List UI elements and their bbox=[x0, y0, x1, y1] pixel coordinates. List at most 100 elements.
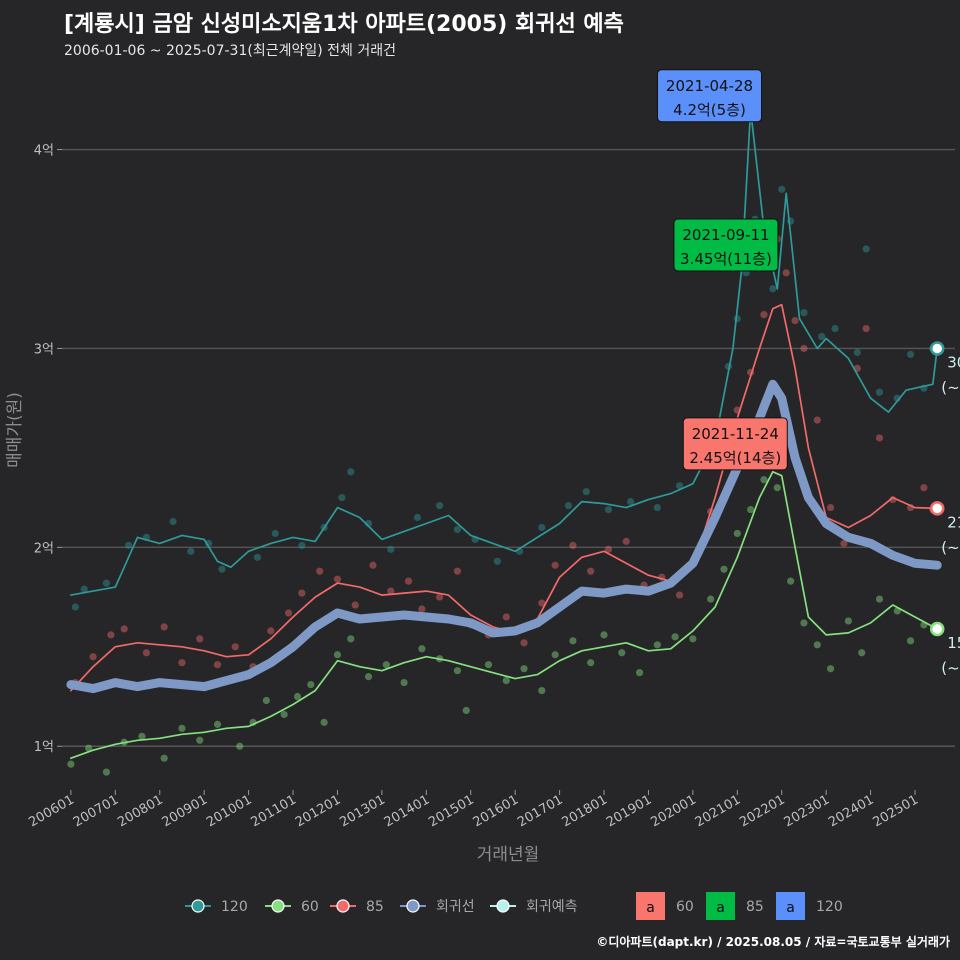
scatter-point bbox=[502, 613, 510, 621]
scatter-point bbox=[707, 595, 715, 603]
scatter-point bbox=[169, 517, 177, 526]
annotation-label: 3.45억(11층) bbox=[680, 250, 772, 268]
annotation-box bbox=[657, 69, 763, 123]
scatter-point bbox=[338, 494, 346, 502]
scatter-point bbox=[671, 633, 679, 641]
legend-marker bbox=[271, 899, 285, 913]
scatter-point bbox=[387, 587, 395, 595]
scatter-point bbox=[453, 567, 462, 575]
scatter-point bbox=[760, 476, 768, 484]
scatter-point bbox=[773, 484, 781, 492]
scatter-point bbox=[653, 503, 661, 512]
scatter-point bbox=[387, 545, 395, 553]
end-point-marker bbox=[929, 501, 945, 516]
legend-box-label: 85 bbox=[746, 899, 764, 915]
scatter-point bbox=[920, 484, 928, 492]
scatter-point bbox=[436, 501, 444, 510]
scatter-point bbox=[551, 651, 559, 659]
chart-title: [계룡시] 금암 신성미소지움1차 아파트(2005) 회귀선 예측 bbox=[64, 12, 624, 37]
scatter-point bbox=[813, 641, 821, 649]
scatter-point bbox=[271, 529, 279, 538]
scatter-point bbox=[142, 649, 151, 657]
scatter-point bbox=[484, 661, 493, 669]
annotation-label: 2.45억(14층) bbox=[689, 449, 781, 467]
scatter-point bbox=[347, 635, 355, 643]
scatter-point bbox=[284, 609, 293, 617]
scatter-point bbox=[782, 269, 790, 277]
scatter-point bbox=[107, 631, 115, 639]
x-tick-label: 201201 bbox=[293, 792, 343, 830]
scatter-point bbox=[791, 317, 799, 325]
scatter-point bbox=[564, 501, 573, 510]
scatter-point bbox=[875, 388, 884, 396]
x-tick-label: 200901 bbox=[160, 792, 210, 830]
scatter-point bbox=[827, 665, 835, 673]
legend-box bbox=[636, 892, 665, 920]
scatter-point bbox=[253, 553, 262, 561]
scatter-point bbox=[298, 589, 306, 597]
credit-text: ©디아파트(dapt.kr) / 2025.08.05 / 자료=국토교통부 실… bbox=[596, 935, 950, 949]
scatter-point bbox=[453, 667, 462, 675]
scatter-point bbox=[493, 557, 501, 565]
end-point-marker bbox=[929, 341, 945, 356]
x-axis-title: 거래년월 bbox=[477, 845, 540, 865]
x-tick-label: 200701 bbox=[71, 792, 121, 830]
scatter-point bbox=[875, 595, 884, 603]
x-tick-label: 201101 bbox=[249, 792, 299, 830]
scatter-point bbox=[333, 575, 342, 583]
legend-item-label: 60 bbox=[301, 899, 319, 915]
end-point-marker bbox=[929, 621, 945, 637]
scatter-point bbox=[369, 561, 377, 569]
scatter-point bbox=[187, 547, 195, 555]
scatter-point bbox=[587, 567, 595, 575]
y-axis: 1억 2억 3억 4억 bbox=[34, 144, 62, 755]
scatter-point bbox=[413, 513, 422, 522]
scatter-point bbox=[502, 677, 510, 685]
scatter-point bbox=[675, 482, 684, 490]
end-area-label: (~60㎡) bbox=[941, 659, 960, 677]
scatter-point bbox=[231, 643, 239, 651]
scatter-point bbox=[551, 561, 559, 569]
scatter-point bbox=[604, 505, 613, 514]
scatter-point bbox=[298, 541, 306, 549]
scatter-point bbox=[862, 245, 870, 253]
scatter-point bbox=[280, 710, 288, 719]
scatter-point bbox=[906, 637, 915, 645]
x-tick-label: 202001 bbox=[648, 792, 698, 830]
scatter-point bbox=[320, 718, 328, 726]
annotation-label: 4.2억(5층) bbox=[673, 101, 746, 119]
legend-box-glyph: a bbox=[646, 900, 655, 916]
scatter-point bbox=[840, 539, 848, 547]
scatter-point bbox=[138, 732, 146, 740]
scatter-points bbox=[67, 185, 941, 776]
scatter-point bbox=[760, 311, 768, 319]
scatter-point bbox=[196, 635, 204, 643]
scatter-point bbox=[733, 529, 741, 538]
x-tick-label: 202301 bbox=[782, 792, 832, 830]
annotation-box bbox=[682, 417, 788, 471]
legend-box-label: 120 bbox=[816, 899, 843, 915]
grid-lines bbox=[62, 148, 955, 747]
annotations: 2021-04-28 4.2억(5층) 2021-09-11 3.45억(11층) 20… bbox=[657, 69, 788, 471]
scatter-point bbox=[125, 541, 133, 549]
scatter-point bbox=[800, 619, 808, 627]
legend: 120 60 85 회귀선 회귀예측 a 60 a 85 a 120 bbox=[185, 892, 843, 920]
scatter-point bbox=[213, 720, 222, 728]
scatter-point bbox=[818, 332, 826, 341]
scatter-point bbox=[844, 617, 852, 625]
scatter-point bbox=[67, 760, 75, 768]
x-axis: 2006012007012008012009012010012011012012… bbox=[26, 790, 921, 830]
annotation-box bbox=[673, 218, 779, 272]
scatter-point bbox=[267, 627, 275, 635]
scatter-point bbox=[582, 488, 590, 496]
scatter-point bbox=[382, 661, 390, 669]
scatter-point bbox=[120, 625, 128, 633]
scatter-point bbox=[453, 525, 462, 534]
scatter-point bbox=[778, 185, 786, 193]
scatter-point bbox=[587, 659, 595, 667]
y-axis-title: 매매가(원) bbox=[5, 392, 25, 468]
legend-marker bbox=[406, 899, 420, 913]
scatter-point bbox=[418, 605, 426, 613]
scatter-point bbox=[769, 285, 777, 293]
scatter-point bbox=[538, 523, 546, 532]
